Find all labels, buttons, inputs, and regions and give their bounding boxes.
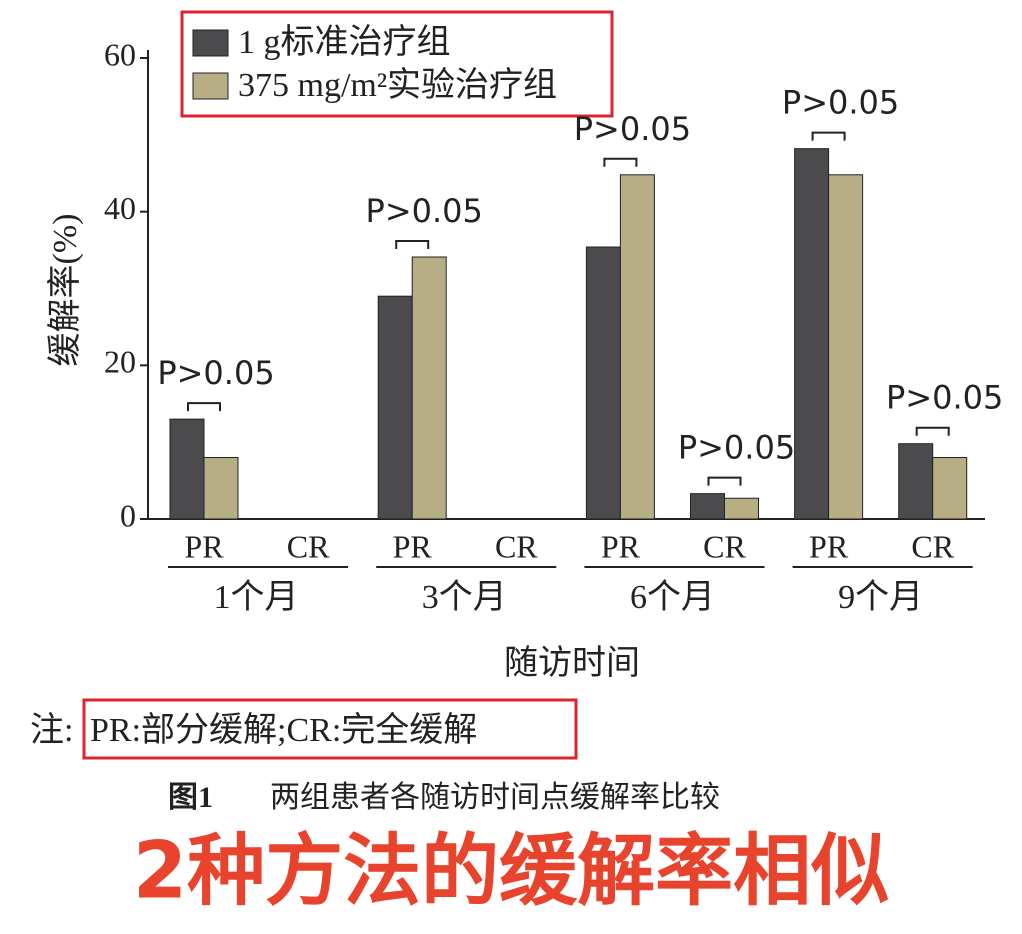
caption: 两组患者各随访时间点缓解率比较 <box>270 781 720 814</box>
x-tick-label: CR <box>911 528 954 564</box>
y-tick-label: 0 <box>120 497 136 533</box>
legend-highlight <box>180 10 614 118</box>
significance-bracket <box>707 476 742 486</box>
annotation: P>0.05 <box>157 354 274 392</box>
annotation: P>0.05 <box>782 84 899 122</box>
significance-bracket <box>395 239 430 249</box>
bar <box>377 295 413 520</box>
bar <box>585 246 621 520</box>
significance-bracket <box>187 402 221 412</box>
bar <box>690 493 725 520</box>
y-axis-label: 缓解率(%) <box>46 214 84 367</box>
annotation: P>0.05 <box>366 192 483 230</box>
y-tick-label: 40 <box>104 190 136 226</box>
bar <box>898 443 934 520</box>
x-tick-label: CR <box>703 528 746 564</box>
bar <box>203 457 239 520</box>
annotation: P>0.05 <box>574 110 691 148</box>
bar <box>724 497 759 520</box>
note-highlight <box>82 698 578 760</box>
significance-bracket <box>603 157 638 167</box>
annotation: P>0.05 <box>886 379 1003 417</box>
legend-label: 1 g标准治疗组 <box>238 23 451 61</box>
x-tick-label: PR <box>184 528 224 564</box>
x-tick-label: CR <box>287 528 330 564</box>
bar <box>169 418 205 520</box>
x-axis-label: 随访时间 <box>504 644 640 682</box>
legend-swatch <box>192 29 229 57</box>
bar <box>932 457 968 520</box>
note-prefix: 注: <box>30 711 73 749</box>
significance-bracket <box>811 131 846 141</box>
bar <box>411 256 447 520</box>
x-tick-label: PR <box>809 528 849 564</box>
legend-swatch <box>192 72 229 100</box>
bar <box>828 174 864 520</box>
group-label: 9个月 <box>838 579 923 616</box>
y-tick-label: 60 <box>104 36 136 72</box>
group-label: 6个月 <box>630 579 715 616</box>
x-tick-label: CR <box>495 528 538 564</box>
headline: 2种方法的缓解率相似 <box>133 826 889 916</box>
legend-label: 375 mg/m²实验治疗组 <box>238 66 557 104</box>
significance-bracket <box>915 426 950 436</box>
bar <box>619 174 655 520</box>
group-label: 3个月 <box>422 579 507 616</box>
x-tick-label: PR <box>393 528 433 564</box>
figure-label: 图1 <box>168 781 213 814</box>
x-tick-label: PR <box>601 528 641 564</box>
note: PR:部分缓解;CR:完全缓解 <box>90 711 477 749</box>
group-label: 1个月 <box>214 579 299 616</box>
bar <box>794 148 830 520</box>
annotation: P>0.05 <box>678 429 795 467</box>
y-tick-label: 20 <box>104 344 136 380</box>
